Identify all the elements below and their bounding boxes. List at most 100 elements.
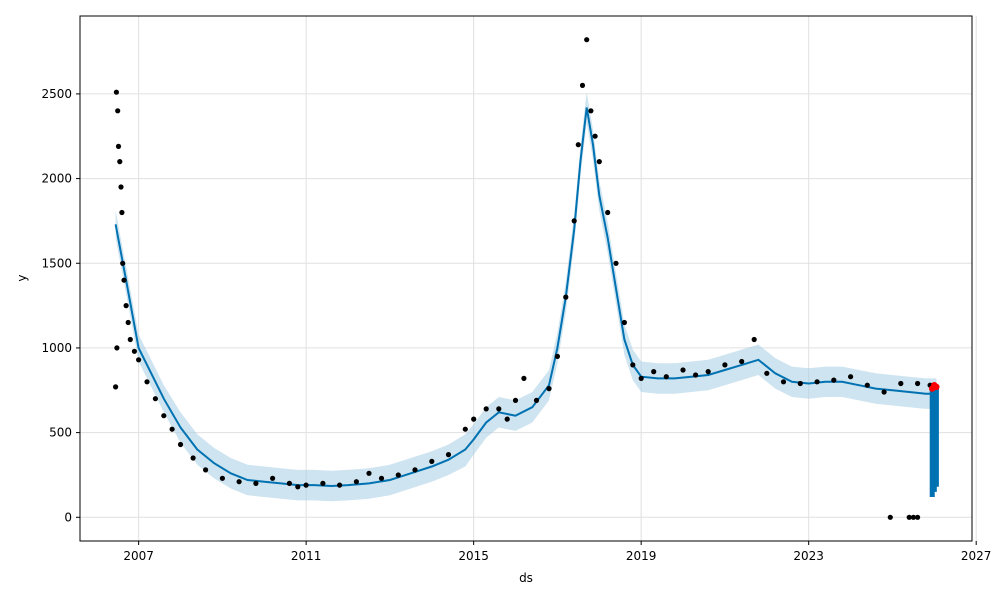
observed-point	[693, 372, 699, 378]
observed-point	[571, 218, 577, 224]
observed-point	[797, 380, 803, 387]
observed-point	[144, 379, 150, 385]
observed-point	[588, 108, 594, 114]
y-tick-label: 1000	[41, 341, 72, 355]
observed-point	[596, 159, 602, 165]
observed-point	[114, 345, 120, 351]
observed-point	[462, 426, 468, 432]
observed-point	[320, 480, 326, 486]
observed-point	[253, 480, 259, 486]
observed-point	[680, 367, 686, 373]
observed-point	[739, 358, 745, 365]
observed-point	[120, 260, 126, 266]
observed-point	[575, 142, 581, 148]
observed-point	[429, 458, 435, 464]
observed-point	[638, 375, 644, 381]
observed-point	[780, 379, 787, 385]
observed-point	[471, 416, 477, 422]
observed-point	[579, 82, 586, 88]
observed-point	[764, 370, 770, 376]
observed-point	[887, 514, 893, 520]
observed-point	[395, 472, 401, 478]
observed-point	[131, 348, 137, 354]
observed-point	[705, 369, 711, 375]
observed-point	[915, 380, 921, 387]
observed-point	[592, 133, 598, 139]
observed-point	[113, 89, 119, 95]
observed-point	[270, 475, 276, 481]
observed-point	[630, 362, 636, 368]
observed-point	[121, 277, 127, 283]
observed-point	[613, 260, 619, 266]
observed-point	[236, 479, 242, 485]
observed-point	[621, 319, 628, 326]
grid-lines	[80, 16, 977, 541]
observed-point	[136, 357, 142, 363]
observed-point	[177, 441, 184, 448]
observed-point	[546, 386, 552, 392]
observed-point	[663, 374, 669, 380]
x-tick-label: 2023	[793, 549, 824, 563]
y-tick-label: 2500	[41, 87, 72, 101]
x-tick-label: 2011	[291, 549, 322, 563]
highlight-points	[929, 382, 940, 392]
observed-point	[881, 389, 887, 395]
observed-point	[118, 184, 124, 190]
observed-point	[751, 336, 757, 343]
x-tick-label: 2007	[123, 549, 154, 563]
observed-point	[119, 209, 125, 216]
observed-point	[512, 397, 519, 403]
y-tick-label: 1500	[41, 256, 72, 270]
observed-point	[303, 482, 309, 488]
observed-point	[203, 467, 209, 473]
observed-point	[483, 406, 489, 412]
y-axis-ticks: 0 500 1000 1500 2000 2500	[41, 87, 80, 524]
observed-point	[412, 467, 418, 473]
observed-point	[117, 159, 123, 165]
observed-point	[722, 362, 728, 368]
observed-point	[831, 377, 837, 383]
observed-point	[125, 319, 131, 326]
observed-point	[898, 380, 904, 387]
observed-point	[295, 484, 301, 490]
observed-point	[814, 379, 820, 385]
observed-point	[113, 384, 119, 390]
observed-point	[605, 209, 611, 216]
highlight-point	[933, 383, 940, 391]
observed-point	[127, 336, 133, 343]
observed-point	[848, 374, 854, 380]
observed-point	[554, 353, 561, 359]
observed-point	[533, 397, 540, 403]
observed-point	[504, 416, 510, 422]
observed-point	[521, 375, 527, 381]
x-axis-label: ds	[519, 571, 533, 585]
plot-frame	[79, 15, 973, 542]
x-tick-label: 2027	[961, 549, 992, 563]
observed-point	[651, 369, 657, 375]
observed-point	[378, 475, 385, 481]
y-tick-label: 2000	[41, 172, 72, 186]
observed-point	[563, 294, 569, 300]
observed-point	[123, 303, 129, 309]
x-tick-label: 2015	[458, 549, 489, 563]
observed-point	[115, 143, 122, 149]
observed-point	[864, 382, 870, 388]
y-axis-label: y	[15, 274, 29, 281]
observed-point	[496, 406, 502, 412]
observed-point	[115, 108, 121, 114]
observed-point	[915, 514, 921, 520]
observed-point	[337, 482, 343, 488]
observed-point	[445, 452, 452, 458]
observed-point	[906, 514, 912, 520]
observed-point	[152, 396, 158, 402]
x-axis-ticks: 2007 2011 2015 2019 2023 2027	[123, 541, 991, 563]
observed-point	[366, 470, 372, 476]
uncertainty-band	[115, 92, 937, 502]
observed-point	[190, 455, 196, 461]
y-tick-label: 500	[49, 426, 72, 440]
observed-points	[113, 37, 933, 520]
observed-point	[219, 475, 225, 481]
observed-point	[910, 514, 917, 520]
